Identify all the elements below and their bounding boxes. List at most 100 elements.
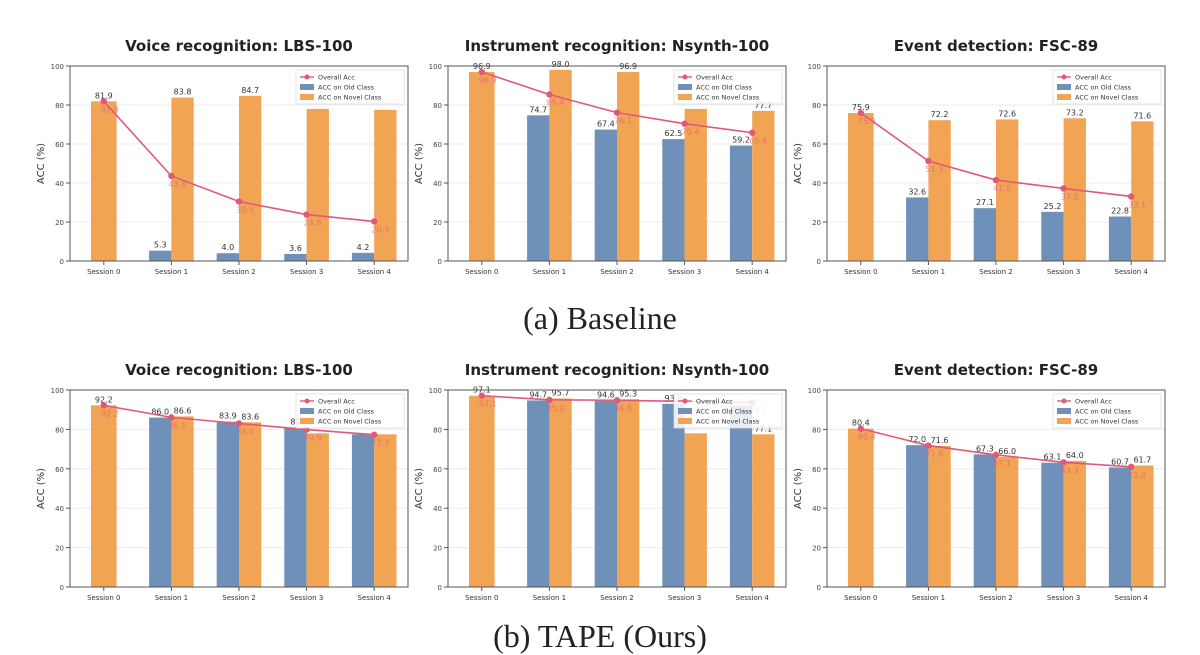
x-tick-label: Session 4 [358,268,392,276]
x-tick-label: Session 1 [912,594,945,602]
chart-title: Voice recognition: LBS-100 [125,361,353,379]
legend-swatch [678,94,692,100]
bar-label-novel: 80.4 [852,419,870,428]
bar-old-class [1108,467,1132,587]
y-tick-label: 60 [433,466,442,474]
bar-old-class [351,434,375,587]
overall-acc-point [1060,459,1067,466]
y-tick-label: 40 [812,180,821,188]
bar-label-old: 86.0 [151,408,169,417]
bar-label-old: 63.1 [1044,453,1062,462]
bar-label-novel: 77.1 [754,424,772,433]
bar-novel-class [549,398,572,587]
bar-label-old: 72.0 [908,435,926,444]
bar-label-old: 5.3 [154,241,167,250]
overall-acc-label: 33.1 [1128,200,1146,209]
bar-novel-class [239,422,262,587]
y-tick-label: 20 [433,219,442,227]
legend-label: ACC on Novel Class [1075,94,1139,102]
bar-label-old: 3.6 [289,244,302,253]
bar-old-class [216,253,239,261]
bar-old-class [1108,216,1132,261]
legend-swatch [300,418,314,424]
bar-label-novel: 81.9 [95,91,113,100]
y-axis-label: ACC (%) [414,143,425,184]
y-tick-label: 0 [817,584,821,592]
x-tick-label: Session 4 [736,268,770,276]
overall-acc-label: 97.1 [479,400,497,409]
legend-label: ACC on Novel Class [1075,418,1139,426]
x-tick-label: Session 2 [600,268,633,276]
x-tick-label: Session 0 [465,594,498,602]
overall-acc-point [371,218,378,225]
y-tick-label: 80 [812,426,821,434]
bar-label-novel: 71.6 [931,436,949,445]
x-tick-label: Session 2 [979,268,1012,276]
legend-swatch [300,84,314,90]
bar-novel-class [374,109,397,261]
legend-label: ACC on Novel Class [318,418,382,426]
y-tick-label: 40 [812,505,821,513]
y-axis-label: ACC (%) [793,468,804,509]
chart-panel-5: Instrument recognition: Nsynth-100 0 20 40 6… [414,361,787,602]
legend-marker-overall [1061,74,1067,80]
overall-acc-label: 71.8 [925,450,943,459]
bar-label-novel: 96.9 [473,62,491,71]
bar-label-novel: 66.0 [998,447,1016,456]
legend-label: Overall Acc [696,398,733,406]
overall-acc-label: 75.9 [858,117,876,126]
bar-label-novel: 73.2 [1066,108,1084,117]
y-tick-label: 40 [433,505,442,513]
y-tick-label: 100 [429,63,442,71]
bar-novel-class [996,456,1019,587]
overall-acc-point [100,402,108,409]
overall-acc-label: 77.3 [371,439,389,448]
bar-novel-class [90,101,117,261]
overall-acc-label: 65.8 [749,137,767,146]
x-tick-label: Session 2 [600,594,633,602]
bar-novel-class [1063,460,1086,587]
x-tick-label: Session 1 [155,594,188,602]
y-tick-label: 100 [51,63,64,71]
bar-label-old: 74.7 [529,105,547,114]
y-axis-label: ACC (%) [793,143,804,184]
y-tick-label: 80 [433,102,442,110]
bar-old-class [149,250,172,261]
y-tick-label: 0 [60,258,64,266]
bar-label-old: 62.5 [665,129,683,138]
overall-acc-label: 92.2 [101,409,119,418]
bar-old-class [216,421,239,587]
bar-novel-class [374,434,397,587]
x-tick-label: Session 1 [912,268,945,276]
legend-marker-overall [304,398,310,404]
x-tick-label: Session 0 [844,594,877,602]
bar-label-old: 93.0 [665,394,683,403]
bar-label-old: 67.3 [976,444,994,453]
bar-old-class [594,129,617,261]
overall-acc-point [235,420,243,427]
y-tick-label: 0 [817,258,821,266]
x-tick-label: Session 4 [1115,594,1149,602]
y-axis-label: ACC (%) [36,468,47,509]
overall-acc-point [1128,463,1135,471]
legend-swatch [678,418,692,424]
x-tick-label: Session 4 [1115,268,1149,276]
legend-label: Overall Acc [1075,74,1112,82]
bar-novel-class [617,72,640,261]
bar-label-old: 4.2 [357,243,370,252]
overall-acc-point [925,157,932,165]
overall-acc-point [925,442,932,449]
y-tick-label: 20 [812,545,821,553]
legend-label: ACC on Novel Class [696,418,760,426]
bar-old-class [906,445,929,587]
bar-old-class [729,145,753,261]
overall-acc-label: 81.9 [101,105,119,114]
x-tick-label: Session 3 [290,268,323,276]
overall-acc-point [478,68,485,76]
bar-novel-class [847,428,874,587]
y-tick-label: 100 [429,387,442,395]
bar-label-novel: 77.7 [754,101,772,110]
y-tick-label: 60 [812,466,821,474]
overall-acc-label: 95.0 [546,404,564,413]
overall-acc-point [371,431,378,438]
